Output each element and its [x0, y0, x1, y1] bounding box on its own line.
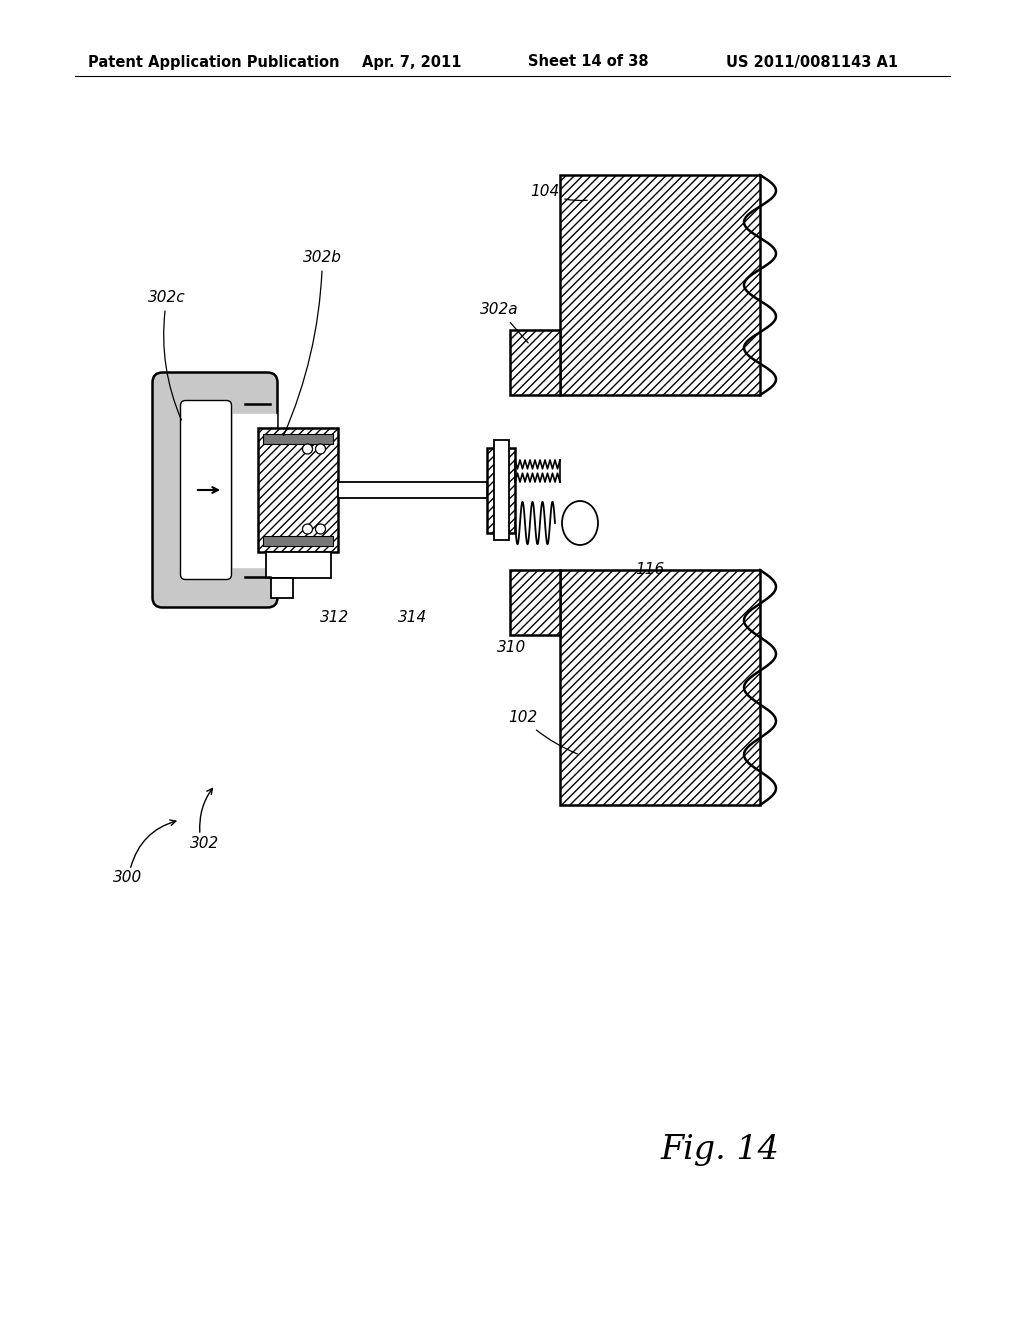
Bar — [257, 428, 338, 552]
Bar — [487, 447, 515, 533]
Text: 104: 104 — [530, 185, 587, 201]
Text: 102: 102 — [508, 710, 578, 754]
Text: 300: 300 — [113, 870, 142, 886]
Bar — [262, 434, 333, 444]
Bar — [560, 176, 760, 395]
FancyBboxPatch shape — [153, 372, 278, 607]
Text: 302b: 302b — [284, 251, 342, 436]
Ellipse shape — [562, 502, 598, 545]
Bar — [265, 552, 331, 578]
Bar — [270, 578, 293, 598]
Circle shape — [315, 444, 326, 454]
Text: 312: 312 — [319, 610, 349, 626]
Text: 314: 314 — [398, 610, 427, 626]
Circle shape — [302, 444, 312, 454]
Text: 310: 310 — [497, 640, 526, 656]
Text: 302a: 302a — [480, 302, 528, 343]
Bar — [510, 570, 560, 635]
Text: Patent Application Publication: Patent Application Publication — [88, 54, 340, 70]
Bar — [560, 570, 760, 805]
Text: Apr. 7, 2011: Apr. 7, 2011 — [362, 54, 462, 70]
Bar — [494, 440, 509, 540]
Text: 302c: 302c — [148, 290, 185, 420]
Circle shape — [315, 524, 326, 535]
Bar — [338, 482, 487, 498]
Text: Fig. 14: Fig. 14 — [660, 1134, 779, 1166]
Circle shape — [302, 524, 312, 535]
Bar — [262, 536, 333, 546]
Text: 116: 116 — [635, 562, 665, 578]
Text: Sheet 14 of 38: Sheet 14 of 38 — [528, 54, 648, 70]
Text: 302: 302 — [190, 836, 219, 850]
Text: US 2011/0081143 A1: US 2011/0081143 A1 — [726, 54, 898, 70]
Bar — [510, 330, 560, 395]
FancyBboxPatch shape — [180, 400, 231, 579]
